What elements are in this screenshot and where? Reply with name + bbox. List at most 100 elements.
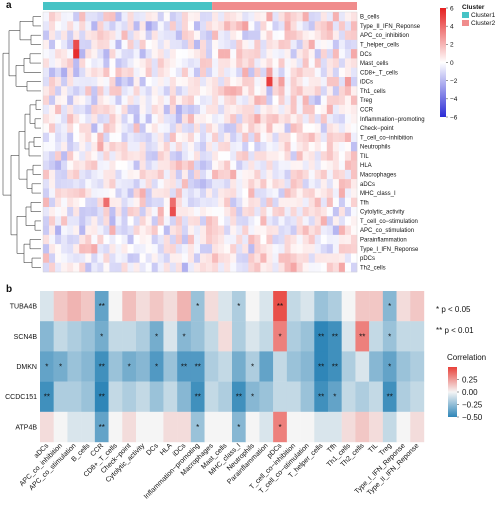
- heatmap-cell: [260, 179, 267, 189]
- heatmap-cell: [338, 123, 346, 133]
- gene-label: CCDC151: [5, 394, 37, 401]
- heatmap-cell: [67, 67, 74, 78]
- heatmap-cell: [91, 142, 98, 152]
- heatmap-cell: [97, 244, 104, 254]
- heatmap-cell: [254, 253, 261, 263]
- heatmap-cell: [236, 169, 243, 180]
- heatmap-cell: [302, 21, 309, 31]
- heatmap-cell: [290, 132, 297, 143]
- correlation-cell: [341, 411, 356, 443]
- heatmap-cell: [163, 169, 171, 180]
- heatmap-cell: [85, 58, 92, 68]
- heatmap-cell: [338, 169, 346, 180]
- heatmap-cell: [181, 49, 189, 59]
- heatmap-cell: [61, 207, 68, 217]
- heatmap-cell: [242, 234, 249, 245]
- heatmap-cell: [145, 21, 152, 31]
- heatmap-cell: [127, 216, 134, 226]
- correlation-scale-tick-label: 0.25: [462, 375, 478, 384]
- correlation-cell: [286, 291, 301, 322]
- heatmap-cell: [302, 188, 309, 198]
- heatmap-cell: [278, 12, 285, 22]
- heatmap-cell: [314, 225, 322, 236]
- heatmap-cell: [91, 169, 98, 180]
- heatmap-cell: [350, 253, 358, 263]
- heatmap-cell: [187, 86, 195, 96]
- heatmap-cell: [193, 142, 201, 152]
- heatmap-cell: [350, 225, 358, 236]
- heatmap-cell: [169, 86, 177, 96]
- heatmap-cell: [302, 77, 309, 87]
- heatmap-cell: [338, 244, 346, 254]
- heatmap-cell: [175, 132, 183, 143]
- row-label: Type_II_IFN_Reponse: [360, 24, 421, 30]
- heatmap-cell: [181, 67, 189, 78]
- heatmap-border: [42, 11, 358, 273]
- heatmap-cell: [133, 114, 140, 124]
- heatmap-cell: [260, 151, 267, 161]
- heatmap-cell: [296, 160, 303, 171]
- heatmap-cell: [242, 104, 249, 115]
- heatmap-cell: [224, 179, 231, 189]
- heatmap-cell: [350, 160, 358, 171]
- heatmap-cell: [326, 49, 334, 59]
- heatmap-cell: [193, 132, 201, 143]
- heatmap-cell: [151, 86, 158, 96]
- heatmap-cell: [127, 151, 134, 161]
- heatmap-cell: [79, 207, 86, 217]
- correlation-cell: [300, 351, 315, 382]
- row-label: HLA: [360, 163, 372, 169]
- heatmap-cell: [224, 86, 231, 96]
- heatmap-cell: [278, 207, 285, 217]
- heatmap-cell: [332, 207, 340, 217]
- heatmap-cell: [121, 225, 128, 236]
- heatmap-cell: [200, 77, 207, 87]
- heatmap-cell: [103, 197, 110, 208]
- heatmap-cell: [206, 160, 213, 171]
- correlation-cell: [108, 411, 123, 443]
- correlation-cell: [410, 351, 425, 382]
- heatmap-cell: [127, 244, 134, 254]
- heatmap-cell: [350, 86, 358, 96]
- heatmap-cell: [278, 234, 285, 245]
- heatmap-cell: [151, 49, 158, 59]
- heatmap-cell: [284, 179, 291, 189]
- correlation-cell: [314, 321, 329, 352]
- heatmap-cell: [230, 49, 237, 59]
- heatmap-cell: [248, 188, 255, 198]
- heatmap-cell: [206, 244, 213, 254]
- correlation-scale-tick-label: −0.25: [462, 400, 483, 409]
- heatmap-cell: [326, 151, 334, 161]
- heatmap-cell: [103, 188, 110, 198]
- heatmap-cell: [127, 21, 134, 31]
- heatmap-cell: [344, 12, 352, 22]
- heatmap-cell: [326, 253, 334, 263]
- correlation-cell: [81, 381, 96, 412]
- heatmap-cell: [121, 104, 128, 115]
- heatmap-cell: [200, 30, 207, 41]
- heatmap-cell: [121, 253, 128, 263]
- heatmap-cell: [212, 142, 219, 152]
- heatmap-cell: [79, 77, 86, 87]
- heatmap-cell: [236, 253, 243, 263]
- heatmap-cell: [55, 77, 62, 87]
- heatmap-cell: [145, 95, 152, 106]
- heatmap-cell: [236, 225, 243, 236]
- heatmap-cell: [193, 49, 201, 59]
- row-label: T_cell_co−stimulation: [360, 219, 418, 225]
- heatmap-cell: [308, 86, 315, 96]
- heatmap-cell: [157, 160, 165, 171]
- heatmap-cell: [314, 244, 322, 254]
- heatmap-cell: [151, 142, 158, 152]
- correlation-cell: [341, 321, 356, 352]
- heatmap-cell: [248, 207, 255, 217]
- heatmap-cell: [157, 21, 165, 31]
- heatmap-cell: [61, 225, 68, 236]
- correlation-cell: [218, 291, 233, 322]
- heatmap-cell: [67, 225, 74, 236]
- correlation-cell: [218, 381, 233, 412]
- heatmap-cell: [332, 12, 340, 22]
- heatmap-cell: [55, 179, 62, 189]
- heatmap-cell: [175, 21, 183, 31]
- heatmap-cell: [115, 253, 122, 263]
